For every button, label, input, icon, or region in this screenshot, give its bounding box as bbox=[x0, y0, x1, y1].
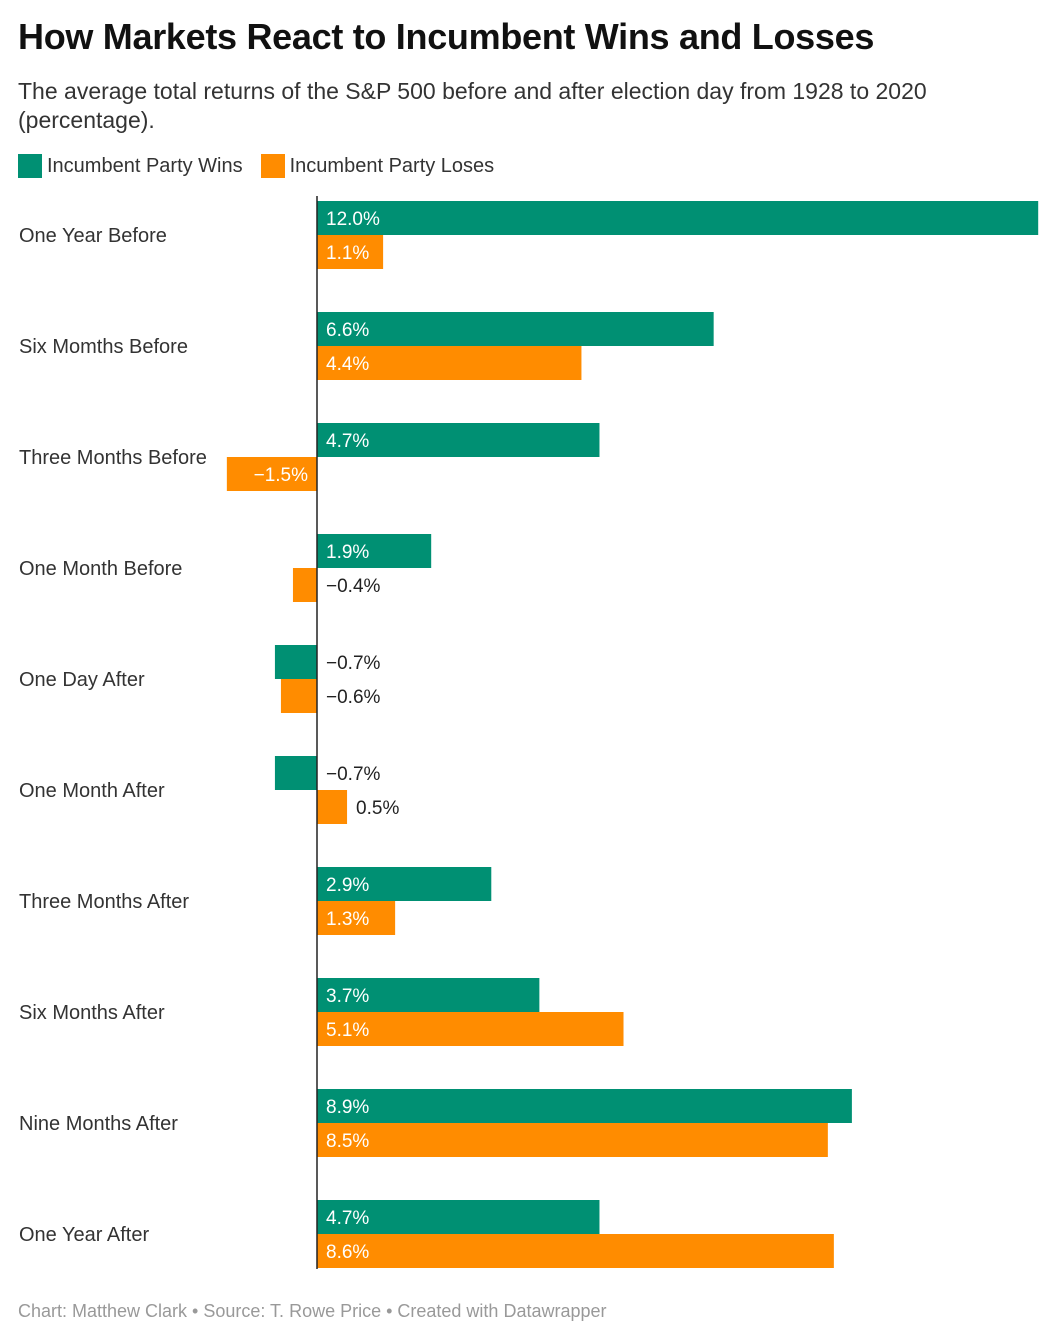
category-label: One Month Before bbox=[19, 558, 182, 580]
category-label: Three Months After bbox=[19, 891, 189, 913]
category-label: Three Months Before bbox=[19, 447, 207, 469]
bar-loses bbox=[317, 901, 396, 935]
bar-loses bbox=[317, 790, 348, 824]
data-label-loses: 1.3% bbox=[326, 909, 369, 930]
bar-loses bbox=[280, 679, 317, 713]
data-label-wins: −0.7% bbox=[326, 764, 381, 785]
chart-title: How Markets React to Incumbent Wins and … bbox=[18, 16, 875, 57]
data-label-wins: −0.7% bbox=[326, 653, 381, 674]
legend-swatch-loses bbox=[260, 154, 285, 178]
data-label-wins: 4.7% bbox=[326, 431, 369, 452]
data-label-wins: 3.7% bbox=[326, 986, 369, 1007]
data-label-loses: −1.5% bbox=[254, 465, 309, 486]
bar-wins bbox=[317, 201, 1039, 235]
data-label-loses: −0.4% bbox=[326, 576, 381, 597]
bar-loses bbox=[317, 1234, 834, 1268]
bar-wins bbox=[317, 978, 540, 1012]
data-label-loses: 4.4% bbox=[326, 354, 369, 375]
category-label: Nine Months After bbox=[19, 1113, 178, 1135]
legend-swatch-wins bbox=[18, 154, 42, 178]
data-label-loses: 0.5% bbox=[356, 798, 399, 819]
data-label-loses: 1.1% bbox=[326, 243, 369, 264]
bar-loses bbox=[226, 457, 317, 491]
data-label-wins: 2.9% bbox=[326, 875, 369, 896]
bar-wins bbox=[274, 756, 317, 790]
bar-loses bbox=[317, 235, 384, 269]
bar-loses bbox=[317, 1012, 624, 1046]
data-label-loses: 8.5% bbox=[326, 1131, 369, 1152]
data-label-loses: 8.6% bbox=[326, 1242, 369, 1263]
data-label-loses: 5.1% bbox=[326, 1020, 369, 1041]
data-label-wins: 12.0% bbox=[326, 209, 380, 230]
bar-wins bbox=[317, 534, 432, 568]
category-label: One Year Before bbox=[19, 225, 167, 247]
bar-loses bbox=[292, 568, 317, 602]
bar-loses bbox=[317, 346, 582, 380]
chart-subtitle: The average total returns of the S&P 500… bbox=[18, 78, 927, 133]
category-label: One Year After bbox=[19, 1224, 149, 1246]
bar-wins bbox=[317, 867, 492, 901]
chart-footer: Chart: Matthew Clark • Source: T. Rowe P… bbox=[18, 1301, 607, 1321]
category-label: Six Momths Before bbox=[19, 336, 188, 358]
data-label-wins: 6.6% bbox=[326, 320, 369, 341]
bar-wins bbox=[274, 645, 317, 679]
legend: Incumbent Party Wins Incumbent Party Los… bbox=[18, 153, 512, 179]
legend-item-loses: Incumbent Party Loses bbox=[260, 154, 495, 178]
legend-label-wins: Incumbent Party Wins bbox=[47, 154, 243, 177]
category-label: One Day After bbox=[19, 669, 145, 691]
bar-loses bbox=[317, 1123, 828, 1157]
data-label-loses: −0.6% bbox=[326, 687, 381, 708]
data-label-wins: 1.9% bbox=[326, 542, 369, 563]
category-label: One Month After bbox=[19, 780, 165, 802]
data-label-wins: 4.7% bbox=[326, 1208, 369, 1229]
category-label: Six Months After bbox=[19, 1002, 165, 1024]
legend-item-wins: Incumbent Party Wins bbox=[18, 154, 243, 178]
bar-wins bbox=[317, 423, 600, 457]
legend-label-loses: Incumbent Party Loses bbox=[289, 154, 495, 177]
data-label-wins: 8.9% bbox=[326, 1097, 369, 1118]
bar-wins bbox=[317, 1200, 600, 1234]
bar-wins bbox=[317, 1089, 852, 1123]
bar-wins bbox=[317, 312, 714, 346]
